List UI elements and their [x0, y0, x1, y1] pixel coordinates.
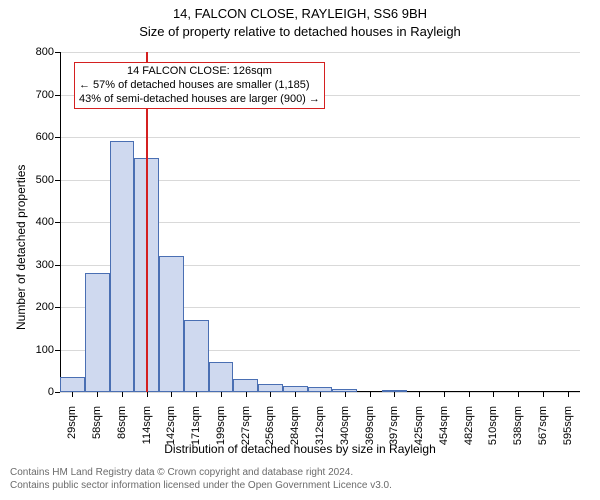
annotation-line-3: 43% of semi-detached houses are larger (… — [79, 93, 320, 107]
x-tick-mark — [196, 392, 197, 397]
annotation-box: 14 FALCON CLOSE: 126sqm← 57% of detached… — [74, 62, 325, 109]
x-tick-mark — [270, 392, 271, 397]
attribution-footer: Contains HM Land Registry data © Crown c… — [10, 466, 392, 492]
x-tick-mark — [122, 392, 123, 397]
chart-container: { "header": { "address_line": "14, FALCO… — [0, 0, 600, 500]
annotation-line-2: ← 57% of detached houses are smaller (1,… — [79, 79, 320, 93]
y-tick-label: 600 — [26, 131, 54, 143]
annotation-line-1: 14 FALCON CLOSE: 126sqm — [79, 65, 320, 79]
x-tick-label: 142sqm — [165, 406, 177, 454]
histogram-bar — [184, 320, 209, 392]
histogram-bar — [85, 273, 110, 392]
x-tick-label: 454sqm — [438, 406, 450, 454]
x-tick-mark — [444, 392, 445, 397]
x-tick-label: 171sqm — [190, 406, 202, 454]
x-tick-mark — [221, 392, 222, 397]
x-tick-mark — [469, 392, 470, 397]
histogram-bar — [60, 377, 85, 392]
x-tick-label: 340sqm — [339, 406, 351, 454]
x-tick-label: 397sqm — [388, 406, 400, 454]
y-tick-label: 0 — [26, 386, 54, 398]
y-tick-mark — [55, 392, 60, 393]
x-tick-mark — [320, 392, 321, 397]
histogram-bar — [258, 384, 283, 393]
y-tick-label: 500 — [26, 174, 54, 186]
gridline — [60, 52, 580, 53]
x-tick-label: 114sqm — [141, 406, 153, 454]
page-address: 14, FALCON CLOSE, RAYLEIGH, SS6 9BH — [0, 6, 600, 21]
x-tick-mark — [345, 392, 346, 397]
y-tick-label: 700 — [26, 89, 54, 101]
x-tick-mark — [295, 392, 296, 397]
histogram-bar — [233, 379, 258, 392]
y-tick-label: 800 — [26, 46, 54, 58]
x-tick-mark — [543, 392, 544, 397]
histogram-bar — [209, 362, 234, 392]
y-tick-label: 100 — [26, 344, 54, 356]
x-tick-label: 482sqm — [463, 406, 475, 454]
x-tick-label: 29sqm — [66, 406, 78, 454]
x-tick-label: 199sqm — [215, 406, 227, 454]
y-tick-label: 300 — [26, 259, 54, 271]
x-tick-mark — [97, 392, 98, 397]
x-tick-label: 425sqm — [413, 406, 425, 454]
y-tick-label: 400 — [26, 216, 54, 228]
x-tick-mark — [419, 392, 420, 397]
x-tick-mark — [171, 392, 172, 397]
x-tick-mark — [394, 392, 395, 397]
histogram-bar — [159, 256, 184, 392]
x-tick-mark — [493, 392, 494, 397]
x-tick-mark — [568, 392, 569, 397]
x-tick-label: 567sqm — [537, 406, 549, 454]
x-tick-label: 369sqm — [364, 406, 376, 454]
gridline — [60, 137, 580, 138]
x-tick-label: 86sqm — [116, 406, 128, 454]
x-tick-label: 595sqm — [562, 406, 574, 454]
chart-subtitle: Size of property relative to detached ho… — [0, 24, 600, 39]
x-tick-mark — [246, 392, 247, 397]
x-tick-label: 538sqm — [512, 406, 524, 454]
y-axis-line — [60, 52, 61, 392]
x-tick-mark — [72, 392, 73, 397]
plot-area: 14 FALCON CLOSE: 126sqm← 57% of detached… — [60, 52, 580, 392]
x-tick-label: 284sqm — [289, 406, 301, 454]
x-tick-mark — [370, 392, 371, 397]
x-tick-label: 312sqm — [314, 406, 326, 454]
x-tick-mark — [518, 392, 519, 397]
x-tick-label: 510sqm — [487, 406, 499, 454]
y-tick-label: 200 — [26, 301, 54, 313]
histogram-bar — [110, 141, 135, 392]
x-tick-label: 58sqm — [91, 406, 103, 454]
footer-line-1: Contains HM Land Registry data © Crown c… — [10, 466, 392, 479]
x-tick-label: 256sqm — [264, 406, 276, 454]
x-tick-mark — [147, 392, 148, 397]
x-tick-label: 227sqm — [240, 406, 252, 454]
footer-line-2: Contains public sector information licen… — [10, 479, 392, 492]
